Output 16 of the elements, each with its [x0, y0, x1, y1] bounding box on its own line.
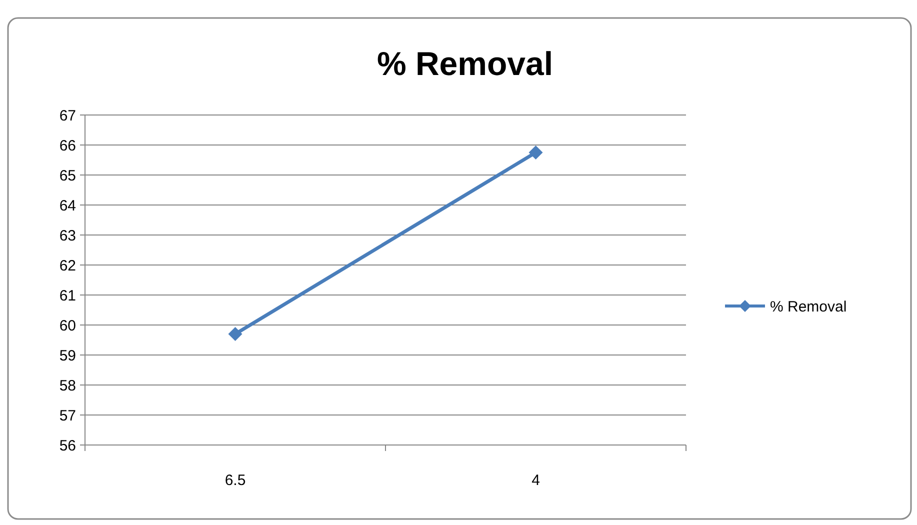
y-tick-label: 67 [59, 107, 76, 124]
y-tick-label: 64 [59, 197, 76, 214]
y-tick-label: 65 [59, 167, 76, 184]
y-tick-label: 62 [59, 257, 76, 274]
y-tick-label: 59 [59, 347, 76, 364]
x-tick-label: 4 [532, 472, 540, 489]
y-tick-label: 60 [59, 317, 76, 334]
y-tick-label: 56 [59, 437, 76, 454]
y-tick-label: 58 [59, 377, 76, 394]
y-tick-label: 63 [59, 227, 76, 244]
y-tick-label: 57 [59, 407, 76, 424]
x-tick-label: 6.5 [224, 472, 246, 489]
y-tick-label: 66 [59, 137, 76, 154]
y-tick-label: 61 [59, 287, 76, 304]
chart-title: % Removal [376, 45, 554, 82]
legend-label: % Removal [770, 298, 847, 316]
